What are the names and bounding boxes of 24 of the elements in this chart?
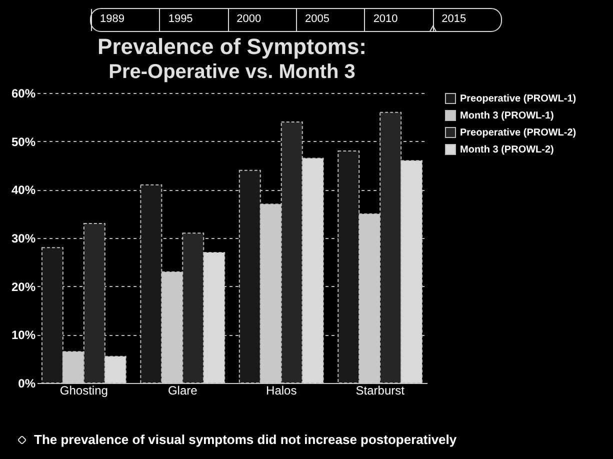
text: 2010 <box>364 9 433 31</box>
y-tick-label: 20% <box>11 280 36 294</box>
x-tick-label: Starburst <box>356 384 406 398</box>
y-tick-label: 40% <box>11 183 36 198</box>
text: 2005 <box>296 9 364 31</box>
text: 1989 <box>91 9 160 31</box>
chart-subtitle: Pre-Operative vs. Month 3 <box>108 61 356 83</box>
text: 2000 <box>228 9 296 31</box>
text: The prevalence of visual symptoms did not increase postoperatively <box>34 432 457 447</box>
chart-title: Prevalence of Symptoms: <box>98 34 366 59</box>
y-tick-label: 0% <box>18 376 36 390</box>
legend-label: Preoperative (PROWL-2) <box>460 128 576 138</box>
text: 2015 <box>432 9 501 31</box>
x-tick-label: Ghosting <box>60 384 108 398</box>
y-tick-label: 10% <box>11 328 36 342</box>
y-tick-label: 50% <box>11 134 36 149</box>
x-tick-label: Glare <box>168 384 198 398</box>
y-tick-label: 60% <box>11 86 36 100</box>
x-tick-label: Halos <box>266 384 297 398</box>
y-tick-label: 30% <box>11 232 36 246</box>
legend-label: Month 3 (PROWL-1) <box>460 110 554 122</box>
text: 1995 <box>159 9 228 31</box>
legend-label: Month 3 (PROWL-2) <box>460 144 554 156</box>
legend-label: Preoperative (PROWL-1) <box>460 94 576 104</box>
